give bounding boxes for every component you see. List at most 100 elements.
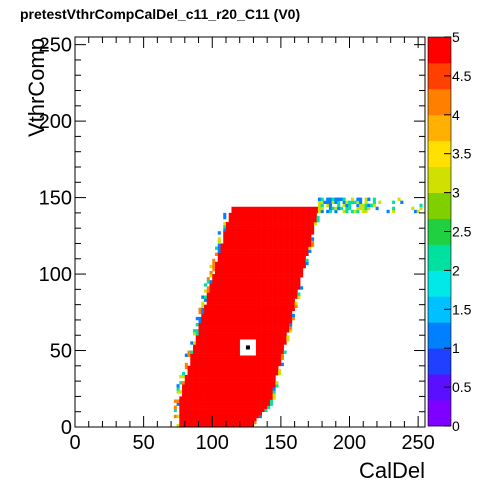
heatmap-cell xyxy=(275,274,279,278)
heatmap-cell xyxy=(234,267,238,272)
heatmap-cell xyxy=(261,384,265,388)
heatmap-cell xyxy=(342,209,346,214)
heatmap-cell xyxy=(272,323,276,327)
heatmap-cell xyxy=(261,255,265,260)
heatmap-cell xyxy=(267,323,271,327)
heatmap-cell xyxy=(256,350,260,354)
heatmap-cell xyxy=(286,249,290,253)
heatmap-cell xyxy=(228,310,232,315)
heatmap-cell xyxy=(225,375,230,379)
heatmap-cell xyxy=(264,387,268,391)
heatmap-cell xyxy=(209,408,213,413)
heatmap-cell xyxy=(272,292,276,296)
heatmap-cell xyxy=(247,280,251,284)
heatmap-cell xyxy=(269,258,273,263)
heatmap-cell xyxy=(256,313,260,318)
heatmap-cell xyxy=(206,286,210,290)
heatmap-cell xyxy=(272,237,276,241)
heatmap-cell xyxy=(278,356,282,361)
heatmap-cell xyxy=(267,240,271,244)
heatmap-cell xyxy=(217,261,221,266)
heatmap-cell xyxy=(201,341,205,345)
heatmap-cell xyxy=(269,344,273,348)
heatmap-cell xyxy=(258,341,262,345)
heatmap-cell xyxy=(225,402,230,406)
heatmap-cell xyxy=(253,271,257,275)
heatmap-cell xyxy=(250,212,254,217)
heatmap-cell xyxy=(269,368,273,373)
heatmap-cell xyxy=(231,274,235,278)
heatmap-cell xyxy=(275,228,279,232)
heatmap-cell xyxy=(247,313,251,318)
heatmap-cell xyxy=(286,228,290,232)
heatmap-cell xyxy=(212,323,216,327)
colorbar-swatch xyxy=(428,244,451,271)
heatmap-cell xyxy=(419,203,423,208)
heatmap-cell xyxy=(250,289,254,293)
heatmap-cell xyxy=(242,420,246,425)
heatmap-cell xyxy=(308,219,312,223)
heatmap-cell xyxy=(209,344,213,348)
heatmap-cell xyxy=(236,408,241,413)
heatmap-cell xyxy=(236,295,241,299)
heatmap-cell xyxy=(201,335,205,339)
heatmap-cell xyxy=(215,350,219,354)
heatmap-cell xyxy=(225,222,230,226)
heatmap-cell xyxy=(239,264,243,269)
heatmap-cell xyxy=(275,384,279,388)
heatmap-cell xyxy=(236,365,241,370)
heatmap-cell xyxy=(253,307,257,312)
heatmap-cell xyxy=(231,316,235,321)
heatmap-cell xyxy=(220,298,224,302)
heatmap-cell xyxy=(256,362,260,367)
heatmap-cell xyxy=(223,335,227,339)
heatmap-cell xyxy=(280,329,284,333)
heatmap-cell xyxy=(261,274,265,278)
heatmap-cell xyxy=(223,344,227,348)
heatmap-cell xyxy=(250,371,254,376)
heatmap-cell xyxy=(302,243,306,247)
heatmap-cell xyxy=(308,240,312,244)
marker-dot xyxy=(245,345,250,350)
heatmap-cell xyxy=(223,365,227,370)
heatmap-cell xyxy=(247,399,251,403)
heatmap-cell xyxy=(267,277,271,281)
heatmap-cell xyxy=(278,212,282,217)
heatmap-cell xyxy=(286,206,290,211)
heatmap-cell xyxy=(201,405,205,409)
heatmap-cell xyxy=(245,378,249,382)
heatmap-cell xyxy=(198,356,202,361)
heatmap-cell xyxy=(258,378,262,382)
heatmap-cell xyxy=(195,390,199,394)
heatmap-cell xyxy=(256,344,260,348)
heatmap-cell xyxy=(269,378,273,382)
heatmap-cell xyxy=(264,252,268,257)
heatmap-cell xyxy=(275,298,279,302)
heatmap-cell xyxy=(302,209,306,214)
heatmap-cell xyxy=(247,332,251,336)
heatmap-cell xyxy=(201,411,205,416)
heatmap-cell xyxy=(253,381,257,385)
heatmap-cell xyxy=(206,356,210,361)
heatmap-cell xyxy=(258,368,262,373)
heatmap-cell xyxy=(193,408,197,413)
heatmap-cell xyxy=(280,316,284,321)
heatmap-cell xyxy=(212,329,216,333)
heatmap-cell xyxy=(258,381,262,385)
heatmap-cell xyxy=(297,237,301,241)
heatmap-cell xyxy=(217,393,221,397)
heatmap-cell xyxy=(245,286,249,290)
heatmap-cell xyxy=(245,365,249,370)
heatmap-cell xyxy=(239,420,243,425)
heatmap-cell xyxy=(228,274,232,278)
heatmap-cell xyxy=(272,316,276,321)
heatmap-cell xyxy=(256,255,260,260)
heatmap-cell xyxy=(247,356,251,361)
heatmap-cell xyxy=(261,381,265,385)
heatmap-cell xyxy=(350,197,354,201)
heatmap-cell xyxy=(258,246,262,250)
heatmap-cell xyxy=(250,423,254,428)
heatmap-cell xyxy=(184,396,188,400)
heatmap-cell xyxy=(212,344,216,348)
heatmap-cell xyxy=(258,240,262,244)
